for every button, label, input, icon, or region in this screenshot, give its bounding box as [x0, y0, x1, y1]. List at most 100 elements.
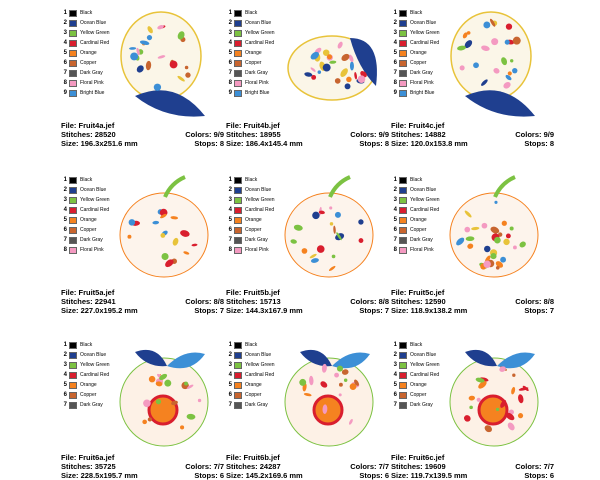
thread-color-item: 4 Cardinal Red [62, 205, 110, 215]
thread-number: 1 [63, 10, 67, 16]
thread-color-item: 7 Dark Gray [62, 400, 110, 410]
thread-swatch [399, 89, 407, 97]
blue-leaf [167, 352, 205, 369]
thread-color-item: 2 Ocean Blue [392, 185, 440, 195]
floral-motif [147, 417, 152, 422]
thread-number: 6 [63, 60, 67, 66]
thread-name: Bright Blue [80, 90, 105, 96]
floral-motif [484, 245, 491, 253]
design-card[interactable]: 1 Black 2 Ocean Blue 3 Yellow Green 4 Cardinal … [391, 8, 554, 148]
floral-motif [310, 51, 320, 60]
thread-color-item: 5 Orange [227, 380, 275, 390]
thread-swatch [234, 49, 242, 57]
thread-number: 6 [393, 60, 397, 66]
design-card[interactable]: 1 Black 2 Ocean Blue 3 Yellow Green 4 Cardinal … [226, 175, 389, 315]
thread-number: 4 [63, 40, 67, 46]
thread-swatch [69, 29, 77, 37]
floral-motif [338, 393, 342, 397]
design-card[interactable]: 1 Black 2 Ocean Blue 3 Yellow Green 4 Cardinal … [391, 175, 554, 315]
thread-name: Cardinal Red [245, 372, 275, 378]
floral-motif [143, 399, 151, 408]
design-card[interactable]: 1 Black 2 Ocean Blue 3 Yellow Green 4 Cardinal … [61, 340, 224, 480]
thread-number: 7 [63, 70, 67, 76]
file-name: File: Fruit6c.jef [391, 453, 445, 462]
thread-color-item: 6 Copper [62, 225, 110, 235]
floral-motif [322, 63, 331, 72]
design-card[interactable]: 1 Black 2 Ocean Blue 3 Yellow Green 4 Cardinal … [226, 8, 389, 148]
thread-color-legend: 1 Black 2 Ocean Blue 3 Yellow Green 4 Cardinal … [392, 340, 440, 410]
thread-swatch [69, 401, 77, 409]
floral-motif [490, 226, 500, 234]
floral-motif [184, 65, 189, 70]
floral-motif [191, 243, 198, 247]
design-card[interactable]: 1 Black 2 Ocean Blue 3 Yellow Green 4 Cardinal … [391, 340, 554, 480]
floral-motif [303, 393, 312, 397]
floral-motif [349, 61, 354, 71]
thread-color-item: 3 Yellow Green [227, 195, 275, 205]
floral-motif [517, 413, 524, 419]
floral-motif [499, 366, 506, 372]
floral-motif [494, 200, 498, 204]
floral-motif [340, 68, 348, 77]
floral-motif [170, 216, 179, 220]
thread-name: Yellow Green [245, 197, 275, 203]
floral-motif [348, 54, 354, 63]
floral-motif [468, 395, 476, 401]
stop-count: Stops: 8 [524, 139, 554, 148]
thread-color-item: 5 Orange [62, 380, 110, 390]
thread-swatch [399, 391, 407, 399]
floral-motif [148, 375, 156, 383]
thread-name: Orange [80, 217, 97, 223]
floral-motif [484, 425, 493, 433]
thread-color-item: 9 Bright Blue [62, 88, 110, 98]
floral-motif [501, 220, 507, 226]
floral-motif [311, 74, 317, 80]
thread-number: 2 [393, 352, 397, 358]
thread-swatch [399, 79, 407, 87]
thread-swatch [399, 206, 407, 214]
thread-color-item: 8 Floral Pink [62, 78, 110, 88]
floral-motif [328, 265, 336, 271]
thread-name: Orange [410, 382, 427, 388]
blue-leaf [350, 38, 377, 86]
design-card[interactable]: 1 Black 2 Ocean Blue 3 Yellow Green 4 Cardinal … [61, 175, 224, 315]
thread-color-item: 1 Black [227, 340, 275, 350]
thread-swatch [69, 79, 77, 87]
floral-motif [344, 83, 351, 90]
thread-name: Ocean Blue [80, 187, 107, 193]
thread-name: Dark Gray [410, 70, 433, 76]
file-name: File: Fruit5b.jef [226, 288, 280, 297]
thread-swatch [234, 226, 242, 234]
thread-color-item: 2 Ocean Blue [62, 185, 110, 195]
thread-color-item: 4 Cardinal Red [392, 205, 440, 215]
thread-swatch [399, 176, 407, 184]
floral-motif [469, 405, 473, 410]
thread-swatch [234, 176, 242, 184]
color-count: Colors: 8/8 [350, 297, 389, 306]
thread-name: Ocean Blue [80, 352, 107, 358]
thread-name: Orange [410, 50, 427, 56]
design-card[interactable]: 1 Black 2 Ocean Blue 3 Yellow Green 4 Cardinal … [61, 8, 224, 148]
floral-motif [129, 47, 137, 50]
thread-name: Dark Gray [80, 402, 103, 408]
thread-number: 1 [228, 342, 232, 348]
thread-color-item: 2 Ocean Blue [392, 18, 440, 28]
thread-name: Copper [245, 392, 262, 398]
thread-swatch [399, 381, 407, 389]
floral-motif [183, 251, 190, 255]
thread-number: 2 [63, 20, 67, 26]
floral-motif [519, 241, 526, 248]
thread-color-item: 6 Copper [62, 390, 110, 400]
thread-color-item: 7 Dark Gray [227, 235, 275, 245]
design-info: File: Fruit4b.jef Stitches: 18955 Colors… [226, 121, 389, 148]
thread-swatch [399, 216, 407, 224]
thread-number: 1 [63, 177, 67, 183]
design-card[interactable]: 1 Black 2 Ocean Blue 3 Yellow Green 4 Cardinal … [226, 340, 389, 480]
thread-color-item: 4 Cardinal Red [227, 205, 275, 215]
floral-motif [509, 226, 514, 231]
thread-number: 7 [228, 237, 232, 243]
floral-motif [467, 243, 474, 249]
design-info: File: Fruit5a.jef Stitches: 22941 Colors… [61, 288, 224, 315]
thread-swatch [234, 186, 242, 194]
floral-motif [459, 65, 465, 71]
